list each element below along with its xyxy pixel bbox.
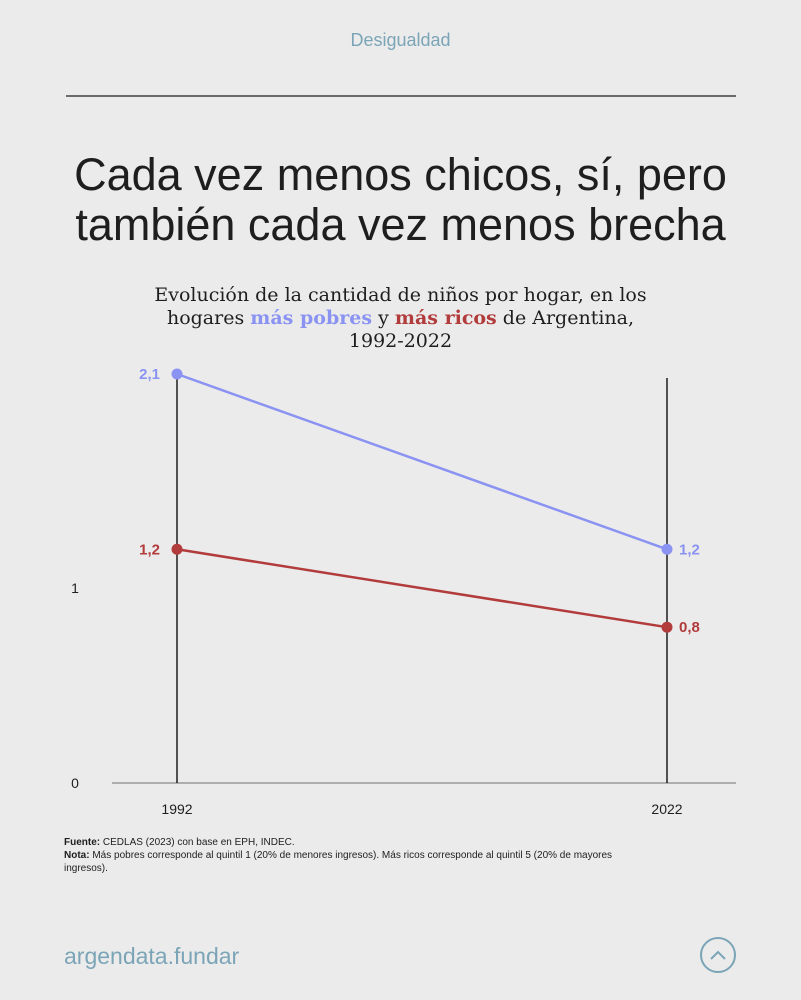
subtitle-text: Evolución de la cantidad de niños por ho… [154, 284, 647, 329]
series-line-0 [176, 372, 668, 551]
note-text: Más pobres corresponde al quintil 1 (20%… [64, 850, 613, 874]
chart-subtitle: Evolución de la cantidad de niños por ho… [140, 284, 661, 353]
source-text: CEDLAS (2023) con base en EPH, INDEC. [100, 837, 295, 848]
data-label: 1,2 [139, 541, 160, 558]
series-line-1 [176, 548, 668, 629]
data-label: 2,1 [139, 366, 160, 383]
data-point [661, 543, 673, 555]
subtitle-rich-highlight: más ricos [394, 307, 497, 329]
data-point [171, 543, 183, 555]
note-label: Nota: [64, 850, 90, 861]
chevron-up-icon [710, 950, 726, 960]
data-label: 0,8 [679, 619, 700, 636]
chart-title: Cada vez menos chicos, sí, pero también … [74, 149, 727, 250]
slope-chart: 0 1 1992 2022 2,1 1,2 1,2 0,8 [71, 366, 736, 817]
source-note: Fuente: CEDLAS (2023) con base en EPH, I… [64, 836, 624, 849]
category-label: Desigualdad [350, 30, 451, 50]
data-point [171, 368, 183, 380]
divider [66, 95, 736, 97]
x-tick-label: 2022 [651, 801, 682, 817]
y-tick-label: 0 [71, 775, 79, 791]
data-point [661, 621, 673, 633]
subtitle-tail: de Argentina, 1992-2022 [348, 307, 635, 352]
data-label: 1,2 [679, 541, 700, 558]
x-tick-label: 1992 [161, 801, 192, 817]
scroll-top-button[interactable] [700, 937, 736, 973]
brand-name[interactable]: argendata.fundar [64, 943, 240, 969]
source-label: Fuente: [64, 837, 101, 848]
method-note: Nota: Más pobres corresponde al quintil … [64, 849, 624, 875]
y-tick-label: 1 [71, 580, 79, 596]
chart-notes: Fuente: CEDLAS (2023) con base en EPH, I… [64, 836, 624, 875]
subtitle-connector: y [372, 307, 395, 329]
subtitle-poor-highlight: más pobres [250, 307, 373, 329]
